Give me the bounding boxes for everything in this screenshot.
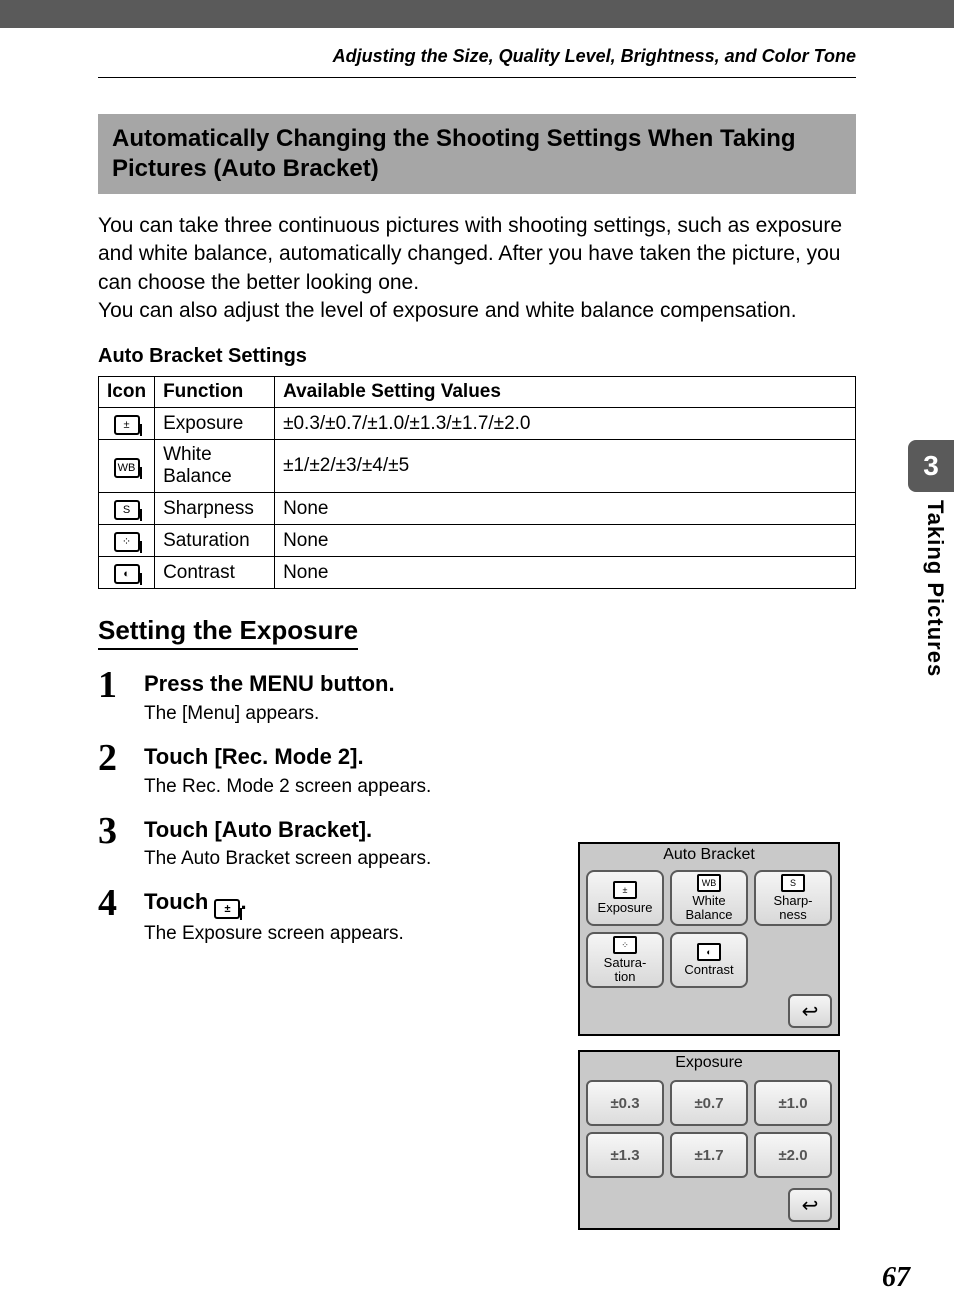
chapter-tab-label: Taking Pictures <box>918 500 948 677</box>
option-icon: ± <box>613 881 637 899</box>
function-cell: Sharpness <box>155 493 275 525</box>
exposure-value-button[interactable]: ±0.3 <box>586 1080 664 1126</box>
function-cell: Saturation <box>155 525 275 557</box>
exposure-value-button[interactable]: ±2.0 <box>754 1132 832 1178</box>
option-label: Exposure <box>598 901 653 915</box>
step-title: Press the MENU button. <box>144 670 856 699</box>
option-label: White Balance <box>686 894 733 921</box>
saturation-icon: ⁘ <box>99 525 155 557</box>
step-number: 1 <box>98 666 144 725</box>
col-icon: Icon <box>99 377 155 408</box>
table-title: Auto Bracket Settings <box>98 345 856 368</box>
exposure-icon: ± <box>214 899 240 919</box>
option-label: Satura- tion <box>604 956 647 983</box>
exposure-value-button[interactable]: ±1.3 <box>586 1132 664 1178</box>
option-label: Sharp- ness <box>773 894 812 921</box>
function-cell: White Balance <box>155 440 275 493</box>
values-cell: None <box>275 525 856 557</box>
option-icon: ◐ <box>697 943 721 961</box>
wb-icon: WB <box>99 440 155 493</box>
procedure-heading: Setting the Exposure <box>98 615 358 650</box>
values-cell: None <box>275 557 856 589</box>
values-cell: ±0.3/±0.7/±1.0/±1.3/±1.7/±2.0 <box>275 408 856 440</box>
settings-table: Icon Function Available Setting Values ±… <box>98 376 856 589</box>
chapter-header: Adjusting the Size, Quality Level, Brigh… <box>98 40 856 78</box>
option-label: Contrast <box>684 963 733 977</box>
option-icon: WB <box>697 874 721 892</box>
step-desc: The Rec. Mode 2 screen appears. <box>144 776 856 798</box>
step: 1Press the MENU button. The [Menu] appear… <box>98 666 856 725</box>
exposure-value-button[interactable]: ±0.7 <box>670 1080 748 1126</box>
step-number: 4 <box>98 884 144 945</box>
chapter-tab: 3 <box>908 440 954 492</box>
page-content: Adjusting the Size, Quality Level, Brigh… <box>0 28 954 945</box>
lcd-option-button[interactable]: WB White Balance <box>670 870 748 926</box>
sharpness-icon: S <box>99 493 155 525</box>
function-cell: Exposure <box>155 408 275 440</box>
table-row: ⁘SaturationNone <box>99 525 856 557</box>
section-title: Automatically Changing the Shooting Sett… <box>98 114 856 194</box>
page-number: 67 <box>882 1262 910 1294</box>
values-cell: ±1/±2/±3/±4/±5 <box>275 440 856 493</box>
top-bar <box>0 0 954 28</box>
exposure-value-button[interactable]: ±1.7 <box>670 1132 748 1178</box>
function-cell: Contrast <box>155 557 275 589</box>
option-icon: S <box>781 874 805 892</box>
lcd-option-button[interactable]: ⁘ Satura- tion <box>586 932 664 988</box>
values-cell: None <box>275 493 856 525</box>
step-number: 3 <box>98 812 144 871</box>
back-button[interactable]: ↩ <box>788 994 832 1028</box>
step: 2Touch [Rec. Mode 2]. The Rec. Mode 2 scr… <box>98 739 856 798</box>
lcd-auto-bracket: Auto Bracket ± Exposure WB White Balance S Sh… <box>578 842 840 1036</box>
section-body: You can take three continuous pictures w… <box>98 212 856 325</box>
contrast-icon: ◐ <box>99 557 155 589</box>
lcd-option-button[interactable]: ± Exposure <box>586 870 664 926</box>
lcd1-title: Auto Bracket <box>580 844 838 866</box>
lcd-option-button[interactable]: ◐ Contrast <box>670 932 748 988</box>
lcd2-title: Exposure <box>580 1052 838 1074</box>
col-values: Available Setting Values <box>275 377 856 408</box>
lcd-exposure: Exposure ±0.3±0.7±1.0 ±1.3±1.7±2.0 ↩ <box>578 1050 840 1230</box>
col-function: Function <box>155 377 275 408</box>
table-row: SSharpnessNone <box>99 493 856 525</box>
back-button[interactable]: ↩ <box>788 1188 832 1222</box>
step-title: Touch [Rec. Mode 2]. <box>144 743 856 772</box>
exposure-icon: ± <box>99 408 155 440</box>
table-header-row: Icon Function Available Setting Values <box>99 377 856 408</box>
step-number: 2 <box>98 739 144 798</box>
table-row: ±Exposure±0.3/±0.7/±1.0/±1.3/±1.7/±2.0 <box>99 408 856 440</box>
step-title: Touch [Auto Bracket]. <box>144 816 856 845</box>
option-icon: ⁘ <box>613 936 637 954</box>
step-desc: The [Menu] appears. <box>144 703 856 725</box>
table-row: ◐ContrastNone <box>99 557 856 589</box>
table-row: WBWhite Balance±1/±2/±3/±4/±5 <box>99 440 856 493</box>
lcd-option-button[interactable]: S Sharp- ness <box>754 870 832 926</box>
exposure-value-button[interactable]: ±1.0 <box>754 1080 832 1126</box>
